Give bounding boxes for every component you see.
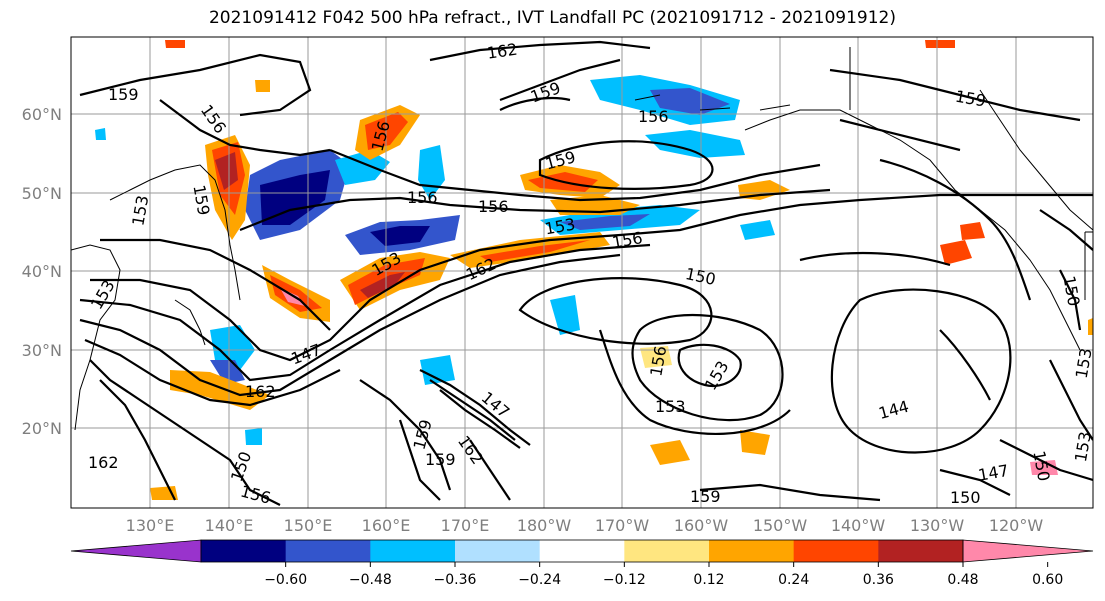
colorbar-tick-label: −0.60	[264, 572, 307, 588]
lon-label: 140°W	[831, 516, 886, 535]
lon-label: 150°W	[753, 516, 808, 535]
colorbar-segment	[370, 540, 456, 562]
lon-label: 160°E	[362, 516, 411, 535]
lon-label: 170°W	[595, 516, 650, 535]
contour-label: 156	[407, 188, 438, 207]
coastlines	[71, 47, 1093, 431]
colorbar-tick-label: 0.24	[778, 572, 809, 588]
contour-label: 162	[245, 382, 276, 401]
contour-label: 153	[1072, 347, 1096, 380]
contour-label: 156	[478, 197, 509, 216]
longitude-labels: 130°E 140°E 150°E 160°E 170°E 180°W 170°…	[126, 516, 1044, 535]
shading-layer	[95, 40, 1093, 500]
contour-label: 159	[425, 450, 456, 469]
lon-label: 160°W	[674, 516, 729, 535]
contour-label: 156	[638, 107, 669, 126]
colorbar-extend-low	[70, 539, 202, 563]
contour-label: 162	[486, 40, 519, 63]
colorbar-segment	[709, 540, 795, 562]
contour-label: 162	[88, 453, 119, 472]
map-frame: 162 159 159 156 159 156 156 159 159 156 …	[70, 36, 1096, 509]
colorbar-border	[200, 539, 964, 563]
colorbar-tick-label: −0.48	[349, 572, 392, 588]
lat-label: 60°N	[22, 105, 62, 124]
colorbar-tick-label: −0.12	[603, 572, 646, 588]
lon-label: 170°E	[441, 516, 490, 535]
graticule	[71, 37, 1093, 508]
colorbar-extend-high	[962, 539, 1094, 563]
contour-label: 150	[950, 488, 981, 507]
lon-label: 120°W	[989, 516, 1044, 535]
lon-label: 140°E	[205, 516, 254, 535]
colorbar-tick-label: 0.36	[863, 572, 894, 588]
colorbar-segment	[539, 540, 625, 562]
colorbar-segment	[201, 540, 287, 562]
latitude-labels: 60°N 50°N 40°N 30°N 20°N	[22, 105, 62, 438]
contours	[79, 40, 1093, 506]
contour-label: 159	[108, 85, 139, 104]
colorbar: −0.60 −0.48 −0.36 −0.24 −0.12 0.12 0.24 0.36 0.4…	[70, 539, 1094, 588]
lat-label: 50°N	[22, 184, 62, 203]
contour-label: 153	[1071, 430, 1095, 463]
colorbar-tick-label: −0.36	[434, 572, 477, 588]
lon-label: 150°E	[284, 516, 333, 535]
lon-label: 180°W	[517, 516, 572, 535]
lat-label: 40°N	[22, 262, 62, 281]
colorbar-segment	[455, 540, 541, 562]
colorbar-segment	[285, 540, 371, 562]
contour-label: 159	[690, 487, 721, 506]
colorbar-tick-label: −0.24	[518, 572, 561, 588]
map-title: 2021091412 F042 500 hPa refract., IVT La…	[208, 8, 896, 28]
colorbar-segment	[793, 540, 879, 562]
colorbar-tick-label: 0.60	[1032, 572, 1063, 588]
lat-label: 30°N	[22, 341, 62, 360]
colorbar-tick-label: 0.12	[693, 572, 724, 588]
contour-label: 153	[655, 397, 686, 416]
lon-label: 130°E	[126, 516, 175, 535]
colorbar-tick-label: 0.48	[947, 572, 978, 588]
lon-label: 130°W	[910, 516, 965, 535]
lat-label: 20°N	[22, 419, 62, 438]
colorbar-segment	[878, 540, 964, 562]
colorbar-segment	[624, 540, 710, 562]
